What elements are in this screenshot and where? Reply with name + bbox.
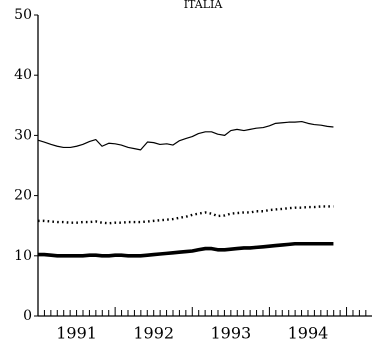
- y-tick-label: 0: [23, 308, 32, 324]
- series-line-3: [38, 241, 334, 258]
- x-tick-label: 1994: [288, 324, 329, 343]
- series-layer: [37, 120, 334, 258]
- y-tick-label: 30: [14, 127, 32, 143]
- x-tick-label: 1992: [133, 324, 174, 343]
- series-line-2: [38, 205, 334, 225]
- x-tick-label: 1991: [56, 324, 97, 343]
- series-line-1: [37, 120, 334, 151]
- y-tick-label: 40: [14, 67, 32, 83]
- chart-title: ITALIA: [184, 0, 224, 11]
- y-tick-label: 20: [14, 188, 32, 204]
- x-axis-ticks: 1991 1992 1993 1994: [37, 307, 367, 343]
- x-tick-label: 1993: [210, 324, 251, 343]
- y-tick-label: 10: [14, 248, 32, 264]
- y-axis-ticks: 0 10 20 30 40 50: [14, 7, 38, 324]
- y-tick-label: 50: [14, 7, 32, 23]
